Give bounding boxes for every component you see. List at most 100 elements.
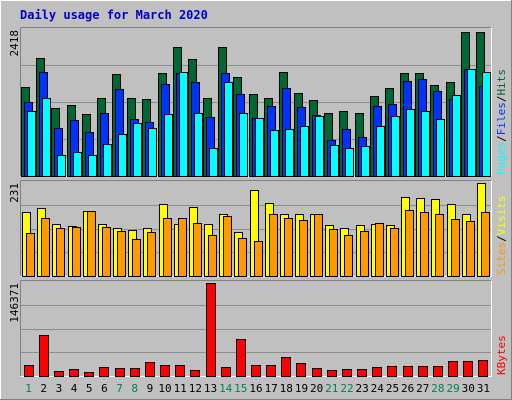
bar-sites-day-18: [284, 218, 293, 277]
day-label-9: 9: [147, 382, 154, 395]
bar-pages-day-11: [179, 72, 188, 177]
bar-kbytes-day-28: [433, 366, 443, 377]
bar-kbytes-day-24: [372, 367, 382, 377]
bar-sites-day-9: [147, 232, 156, 277]
bar-sites-day-12: [193, 223, 202, 277]
bar-sites-day-3: [56, 228, 65, 277]
bar-pages-day-27: [421, 111, 430, 177]
bar-kbytes-day-12: [190, 370, 200, 377]
bar-pages-day-23: [361, 146, 370, 177]
bar-pages-day-6: [103, 144, 112, 177]
bar-pages-day-1: [27, 111, 36, 177]
bar-kbytes-day-25: [387, 366, 397, 377]
day-label-31: 31: [477, 382, 490, 395]
bar-sites-day-25: [390, 228, 399, 277]
bar-kbytes-day-14: [221, 367, 231, 377]
bar-kbytes-day-9: [145, 362, 155, 377]
bar-pages-day-2: [42, 98, 51, 177]
day-label-5: 5: [86, 382, 93, 395]
bar-sites-day-19: [299, 220, 308, 277]
series-label-visits: Visits: [495, 196, 508, 236]
bar-kbytes-day-3: [54, 371, 64, 377]
day-label-20: 20: [310, 382, 323, 395]
bar-pages-day-29: [452, 95, 461, 177]
bar-kbytes-day-1: [24, 365, 34, 377]
day-label-3: 3: [56, 382, 63, 395]
series-label-kbytes: KBytes: [495, 335, 508, 375]
series-label-separator: /: [495, 235, 508, 242]
bar-sites-day-11: [178, 218, 187, 277]
bar-pages-day-22: [345, 148, 354, 177]
bar-sites-day-13: [208, 235, 217, 277]
bar-kbytes-day-16: [251, 365, 261, 377]
bar-pages-day-26: [406, 109, 415, 177]
day-label-13: 13: [204, 382, 217, 395]
bar-pages-day-24: [376, 126, 385, 177]
series-label-sites: Sites: [495, 242, 508, 275]
day-label-14: 14: [219, 382, 233, 395]
day-label-1: 1: [25, 382, 32, 395]
bar-pages-day-16: [255, 118, 264, 177]
bar-pages-day-13: [209, 148, 218, 177]
bar-kbytes-day-21: [327, 370, 337, 377]
day-label-30: 30: [462, 382, 475, 395]
bar-kbytes-day-30: [463, 361, 473, 377]
bar-pages-day-21: [330, 145, 339, 177]
bar-kbytes-day-13: [206, 283, 216, 377]
bar-kbytes-day-29: [448, 361, 458, 377]
day-label-29: 29: [446, 382, 459, 395]
bar-kbytes-day-8: [130, 368, 140, 377]
day-label-11: 11: [174, 382, 187, 395]
bar-sites-day-22: [344, 235, 353, 277]
bar-kbytes-day-20: [312, 368, 322, 377]
day-label-17: 17: [265, 382, 278, 395]
bar-kbytes-day-17: [266, 365, 276, 377]
bar-sites-day-28: [435, 214, 444, 277]
bar-pages-day-14: [224, 82, 233, 177]
bar-pages-day-18: [285, 129, 294, 177]
bar-pages-day-12: [194, 113, 203, 177]
day-label-10: 10: [158, 382, 171, 395]
ymax-label: 231: [8, 183, 21, 203]
bar-sites-day-4: [72, 227, 81, 277]
bar-sites-day-14: [223, 216, 232, 277]
bar-pages-day-9: [148, 128, 157, 177]
day-label-28: 28: [431, 382, 444, 395]
bar-sites-day-17: [269, 214, 278, 277]
day-label-7: 7: [116, 382, 123, 395]
bar-sites-day-24: [375, 223, 384, 277]
bar-sites-day-2: [41, 218, 50, 277]
chart-title: Daily usage for March 2020: [20, 8, 208, 22]
bar-sites-day-27: [420, 212, 429, 277]
bar-kbytes-day-23: [357, 369, 367, 377]
bar-sites-day-5: [87, 211, 96, 277]
bar-pages-day-10: [164, 114, 173, 177]
bar-pages-day-8: [133, 123, 142, 177]
day-label-6: 6: [101, 382, 108, 395]
bar-kbytes-day-15: [236, 339, 246, 377]
bar-sites-day-16: [254, 241, 263, 277]
bar-sites-day-7: [117, 231, 126, 277]
series-label-files: Files: [495, 102, 508, 135]
bar-pages-day-3: [57, 155, 66, 177]
bar-sites-day-26: [405, 210, 414, 277]
bar-pages-day-28: [436, 119, 445, 177]
day-label-26: 26: [401, 382, 414, 395]
chart-labels: 2418Pages/Files/Hits231Sites/Visits14637…: [8, 30, 508, 395]
day-label-25: 25: [386, 382, 399, 395]
day-label-2: 2: [40, 382, 47, 395]
bar-kbytes-day-31: [478, 360, 488, 377]
series-label-hits: Hits: [495, 69, 508, 96]
day-label-16: 16: [249, 382, 262, 395]
bar-sites-day-23: [360, 231, 369, 277]
bar-kbytes-day-2: [39, 335, 49, 377]
day-label-15: 15: [234, 382, 247, 395]
chart-bars: [21, 32, 491, 377]
bar-kbytes-day-11: [175, 365, 185, 377]
bar-kbytes-day-26: [403, 366, 413, 377]
bar-sites-day-8: [132, 239, 141, 277]
bar-sites-day-29: [451, 219, 460, 277]
bar-pages-day-5: [88, 155, 97, 177]
day-label-24: 24: [371, 382, 385, 395]
